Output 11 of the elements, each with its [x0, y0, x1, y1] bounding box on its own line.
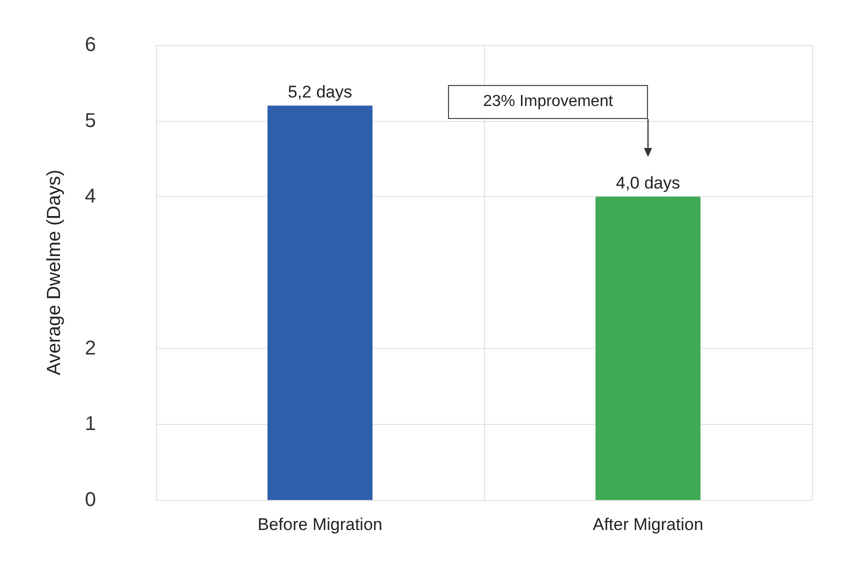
y-tick-label: 6	[84, 34, 96, 56]
x-tick-label: Before Migration	[258, 515, 382, 534]
data-label: 4,0 days	[616, 174, 680, 193]
y-tick-label: 1	[84, 413, 96, 436]
data-label: 5,2 days	[288, 82, 352, 102]
y-axis-title: Average Dwelme (Days)	[44, 170, 65, 376]
x-tick-label: After Migration	[592, 515, 704, 534]
y-tick-label: 4	[84, 186, 96, 208]
y-tick-label: 0	[84, 489, 96, 511]
y-tick-label: 5	[84, 110, 96, 132]
y-tick-label: 2	[84, 337, 96, 360]
